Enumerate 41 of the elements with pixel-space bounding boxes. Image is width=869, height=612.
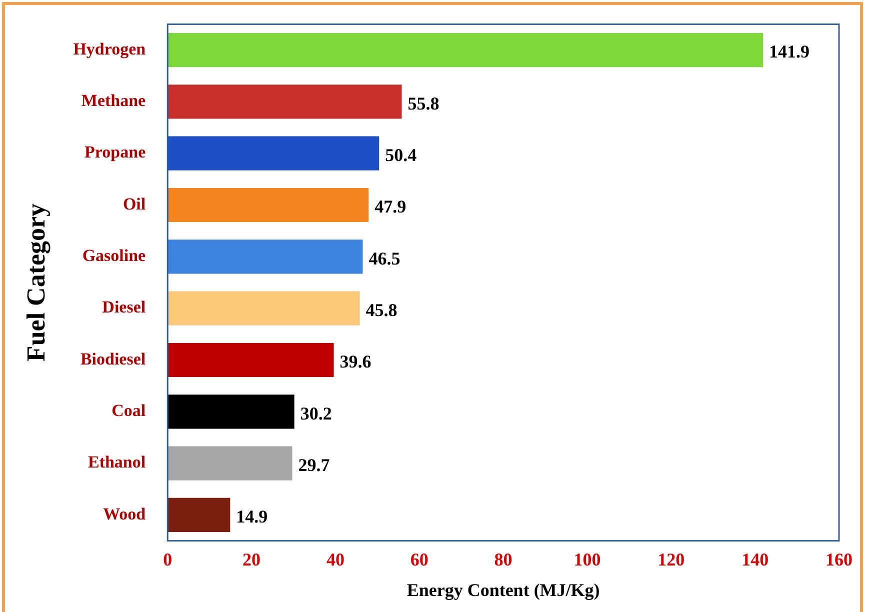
y-tick-label: Coal — [112, 401, 146, 420]
data-label: 30.2 — [300, 403, 332, 424]
data-label: 45.8 — [366, 300, 398, 320]
x-tick-label: 120 — [658, 549, 685, 570]
bar — [168, 498, 230, 532]
data-label: 50.4 — [385, 145, 417, 166]
y-tick-label: Oil — [122, 194, 146, 214]
bar — [168, 136, 380, 170]
data-label: 47.9 — [374, 196, 406, 217]
bar — [168, 394, 294, 429]
x-tick-label: 140 — [742, 549, 769, 570]
bar — [168, 342, 334, 378]
bar — [168, 84, 402, 119]
x-tick-label: 40 — [326, 549, 344, 570]
y-tick-label: Methane — [81, 91, 146, 110]
data-label: 141.9 — [769, 42, 810, 62]
data-label: 55.8 — [408, 93, 440, 114]
y-tick-label: Biodiesel — [80, 349, 146, 368]
y-tick-label: Gasoline — [82, 246, 146, 266]
data-label: 14.9 — [236, 506, 268, 527]
y-tick-label: Hydrogen — [73, 39, 146, 58]
x-tick-label: 100 — [574, 549, 601, 570]
data-label: 46.5 — [368, 248, 400, 268]
x-tick-label: 0 — [163, 549, 172, 570]
x-axis-title: Energy Content (MJ/Kg) — [406, 580, 600, 600]
bar — [168, 240, 363, 274]
data-label: 29.7 — [298, 454, 330, 475]
x-tick-label: 20 — [242, 549, 261, 570]
bar — [168, 32, 764, 68]
bar — [168, 291, 360, 326]
x-tick-label: 160 — [826, 549, 852, 570]
y-tick-label: Diesel — [102, 298, 146, 317]
bar — [168, 188, 369, 222]
y-tick-label: Propane — [84, 142, 146, 162]
x-tick-label: 80 — [494, 549, 512, 570]
x-tick-label: 60 — [410, 549, 428, 570]
bar — [168, 446, 292, 480]
y-tick-label: Ethanol — [88, 452, 146, 472]
y-axis-title: Fuel Category — [21, 203, 50, 362]
data-label: 39.6 — [340, 352, 372, 372]
y-tick-label: Wood — [103, 504, 146, 524]
